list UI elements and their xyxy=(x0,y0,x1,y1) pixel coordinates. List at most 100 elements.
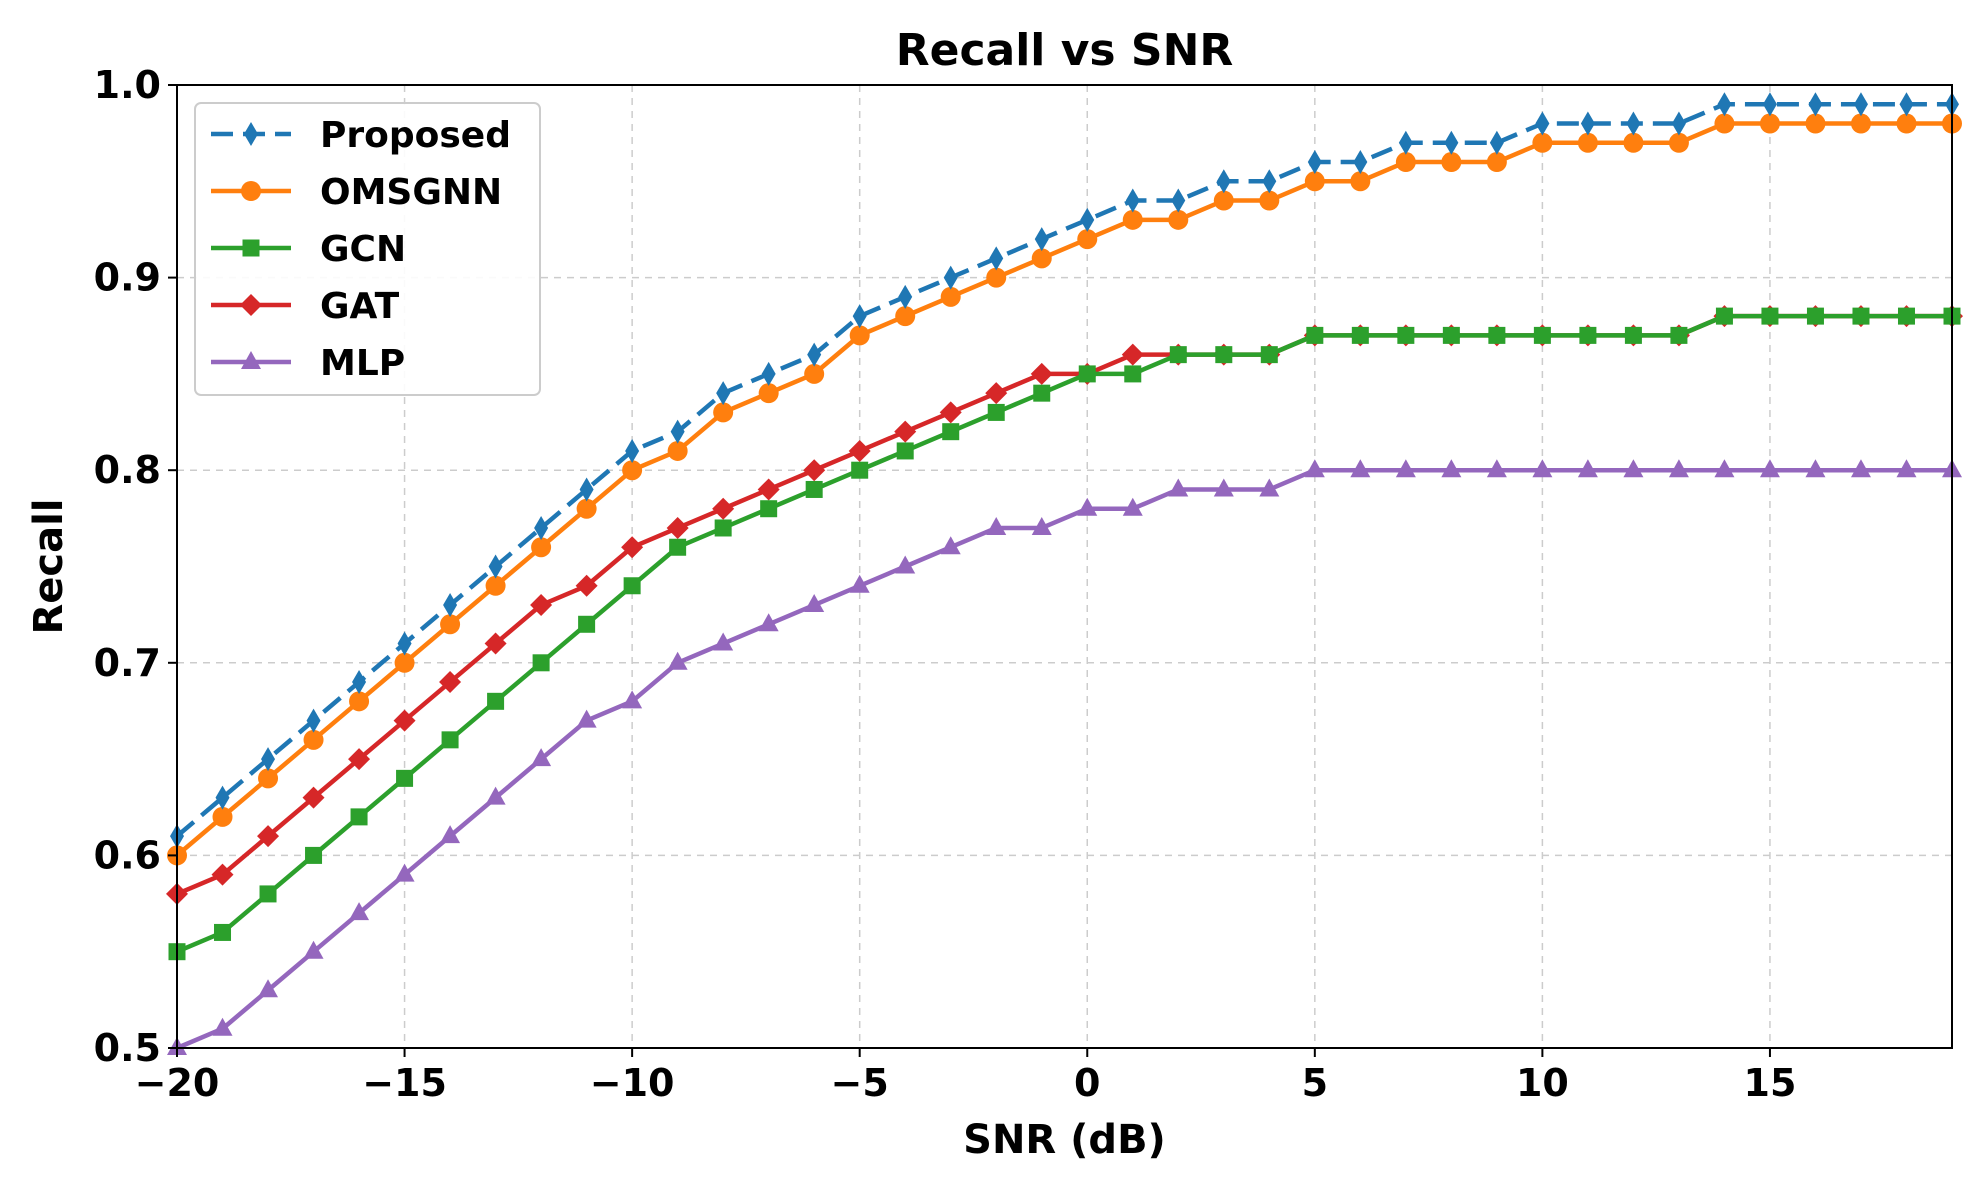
data-point-omsgnn xyxy=(212,806,233,827)
data-point-omsgnn xyxy=(1395,152,1416,173)
data-point-gcn xyxy=(1579,326,1597,344)
series-line-gcn xyxy=(176,313,1952,954)
x-tick-label: 15 xyxy=(1744,1061,1797,1105)
data-point-gcn xyxy=(441,731,459,749)
y-tick-label: 0.8 xyxy=(94,448,161,492)
legend-label-proposed: Proposed xyxy=(320,115,511,156)
data-point-mlp xyxy=(1486,459,1507,478)
data-point-mlp xyxy=(849,574,870,593)
x-tick-label: −5 xyxy=(831,1061,889,1105)
data-point-mlp xyxy=(1441,459,1462,478)
data-point-gcn xyxy=(214,923,232,941)
data-point-gcn xyxy=(1169,346,1187,364)
data-point-proposed xyxy=(261,747,276,772)
data-point-mlp xyxy=(349,902,370,921)
data-point-omsgnn xyxy=(758,383,779,404)
data-point-mlp xyxy=(895,555,916,574)
data-point-gat xyxy=(848,439,871,462)
data-point-gcn xyxy=(987,403,1005,421)
data-point-gcn xyxy=(1670,326,1688,344)
data-point-omsgnn xyxy=(349,691,370,712)
data-point-omsgnn xyxy=(622,460,643,481)
legend-marker-gcn xyxy=(242,239,260,257)
data-point-gcn xyxy=(1033,384,1051,402)
data-point-gcn xyxy=(1351,326,1369,344)
data-point-gat xyxy=(1030,362,1053,385)
data-point-proposed xyxy=(1853,92,1868,117)
data-point-proposed xyxy=(1717,92,1732,117)
data-point-gat xyxy=(484,632,507,655)
y-tick-label: 0.9 xyxy=(94,256,161,300)
data-point-omsgnn xyxy=(485,575,506,596)
legend-marker-omsgnn xyxy=(241,181,261,201)
data-point-gat xyxy=(302,786,325,809)
data-point-proposed xyxy=(1444,130,1459,155)
series-proposed xyxy=(170,92,1959,849)
data-point-omsgnn xyxy=(1031,248,1052,269)
data-point-omsgnn xyxy=(1441,152,1462,173)
data-point-gcn xyxy=(1306,326,1324,344)
data-point-mlp xyxy=(485,786,506,805)
data-point-mlp xyxy=(1850,459,1871,478)
data-point-gcn xyxy=(578,615,596,633)
y-axis-label: Recall xyxy=(26,498,72,634)
data-point-gcn xyxy=(714,519,732,537)
data-point-mlp xyxy=(667,651,688,670)
legend-marker-proposed xyxy=(244,122,258,146)
plot-area xyxy=(166,92,1963,1055)
data-point-gcn xyxy=(532,654,550,672)
data-point-mlp xyxy=(1668,459,1689,478)
data-point-proposed xyxy=(215,785,230,810)
data-point-omsgnn xyxy=(1486,152,1507,173)
data-point-proposed xyxy=(1262,169,1277,194)
data-point-gat xyxy=(666,516,689,539)
legend-label-mlp: MLP xyxy=(320,343,405,384)
data-point-mlp xyxy=(940,536,961,555)
data-point-proposed xyxy=(579,477,594,502)
data-point-omsgnn xyxy=(940,286,961,307)
legend-entry-mlp: MLP xyxy=(211,343,405,384)
data-point-gcn xyxy=(851,461,869,479)
data-point-mlp xyxy=(1714,459,1735,478)
data-point-omsgnn xyxy=(531,537,552,558)
series-omsgnn xyxy=(167,113,1962,866)
data-point-proposed xyxy=(1080,207,1095,232)
data-point-omsgnn xyxy=(258,768,279,789)
data-point-mlp xyxy=(212,1017,233,1036)
data-point-proposed xyxy=(943,265,958,290)
data-point-omsgnn xyxy=(1532,132,1553,153)
data-point-proposed xyxy=(670,419,685,444)
series-gcn xyxy=(168,307,1961,961)
data-point-mlp xyxy=(258,979,279,998)
data-point-gat xyxy=(575,574,598,597)
series-line-proposed xyxy=(175,102,1952,838)
series-line-mlp xyxy=(176,467,1952,1051)
data-point-omsgnn xyxy=(1577,132,1598,153)
x-tick-label: 10 xyxy=(1516,1061,1569,1105)
data-point-gat xyxy=(348,748,371,771)
legend-entry-proposed: Proposed xyxy=(211,115,511,156)
data-point-proposed xyxy=(1535,111,1550,136)
legend-entry-omsgnn: OMSGNN xyxy=(211,172,502,213)
data-point-gat xyxy=(530,594,553,617)
data-point-mlp xyxy=(440,825,461,844)
data-point-proposed xyxy=(1307,150,1322,175)
data-point-omsgnn xyxy=(895,306,916,327)
data-point-proposed xyxy=(898,284,913,309)
data-point-mlp xyxy=(531,748,552,767)
data-point-proposed xyxy=(1580,111,1595,136)
data-point-proposed xyxy=(716,381,731,406)
data-point-mlp xyxy=(394,863,415,882)
data-point-gcn xyxy=(1897,307,1915,325)
x-tick-label: 5 xyxy=(1302,1061,1328,1105)
data-point-omsgnn xyxy=(986,267,1007,288)
data-point-gcn xyxy=(1442,326,1460,344)
data-point-gat xyxy=(894,420,917,443)
data-point-gcn xyxy=(1806,307,1824,325)
data-point-proposed xyxy=(534,515,549,540)
data-point-omsgnn xyxy=(1168,209,1189,230)
data-point-omsgnn xyxy=(1304,171,1325,192)
data-point-gcn xyxy=(305,846,323,864)
data-point-proposed xyxy=(1171,188,1186,213)
